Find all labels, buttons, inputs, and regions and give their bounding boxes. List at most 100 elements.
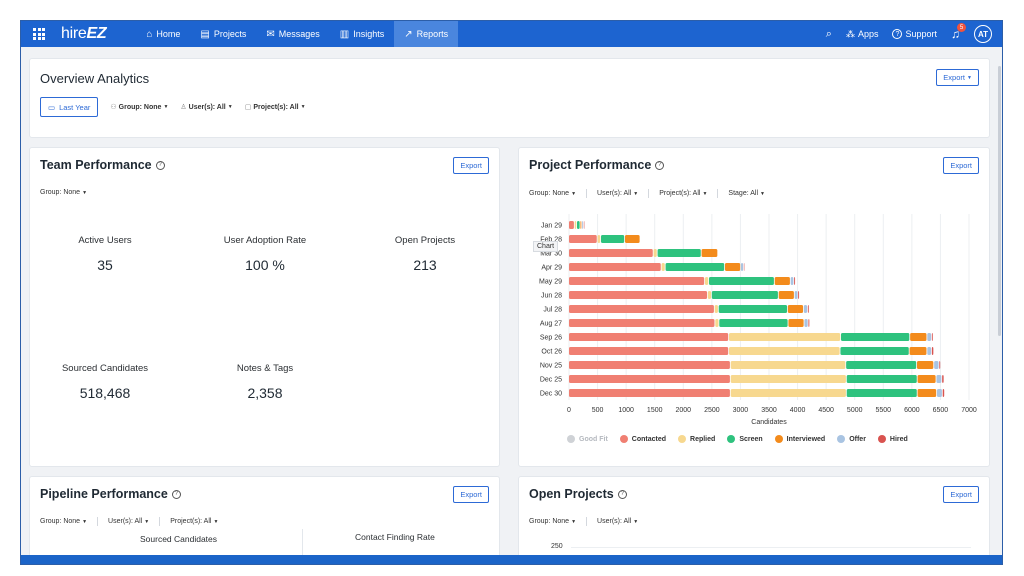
bar-segment-interviewed[interactable]	[910, 333, 927, 341]
bar-segment-offer[interactable]	[937, 389, 942, 397]
bar-segment-screen[interactable]	[711, 291, 778, 299]
bar-segment-hired[interactable]	[939, 361, 941, 369]
bar-segment-contacted[interactable]	[569, 291, 708, 299]
bar-segment-offer[interactable]	[934, 361, 939, 369]
bar-segment-hired[interactable]	[743, 263, 745, 271]
bar-segment-screen[interactable]	[657, 249, 701, 257]
page-scrollbar[interactable]	[998, 66, 1001, 336]
bar-segment-replied[interactable]	[730, 361, 846, 369]
bar-segment-replied[interactable]	[574, 221, 577, 229]
bar-segment-hired[interactable]	[808, 319, 810, 327]
nav-item-projects[interactable]: ▤ Projects	[190, 21, 256, 47]
bar-segment-replied[interactable]	[714, 305, 718, 313]
bar-segment-replied[interactable]	[661, 263, 665, 271]
search-icon[interactable]: ⌕	[825, 27, 832, 40]
legend-item-good-fit[interactable]: Good Fit	[567, 435, 608, 443]
bar-segment-screen[interactable]	[577, 221, 580, 229]
bar-segment-replied[interactable]	[729, 333, 841, 341]
bar-segment-offer[interactable]	[582, 221, 584, 229]
bar-segment-offer[interactable]	[927, 347, 932, 355]
app-grid-icon[interactable]	[33, 28, 45, 40]
stage-filter[interactable]: Stage: All ▼	[728, 190, 765, 197]
user-filter[interactable]: User(s): All ▼	[108, 518, 149, 525]
bar-segment-screen[interactable]	[846, 361, 917, 369]
project-filter[interactable]: Project(s): All ▼	[170, 518, 218, 525]
bar-segment-interviewed[interactable]	[774, 277, 790, 285]
bar-segment-contacted[interactable]	[569, 305, 714, 313]
bar-segment-hired[interactable]	[942, 389, 945, 397]
bar-segment-screen[interactable]	[601, 235, 625, 243]
help-icon[interactable]: ?	[171, 489, 181, 499]
group-filter[interactable]: Group: None ▼	[529, 190, 576, 197]
bar-segment-hired[interactable]	[931, 333, 933, 341]
bar-segment-hired[interactable]	[794, 277, 796, 285]
bar-segment-hired[interactable]	[807, 305, 809, 313]
bar-segment-interviewed[interactable]	[701, 249, 718, 257]
group-filter[interactable]: Group: None ▼	[529, 518, 576, 525]
bar-segment-interviewed[interactable]	[787, 305, 804, 313]
bar-segment-replied[interactable]	[730, 389, 846, 397]
project-performance-chart[interactable]: 0 500 1000 1500 2000 2500 3000 3500 4000 4500 5000…	[519, 208, 989, 438]
bar-segment-interviewed[interactable]	[788, 319, 804, 327]
group-filter[interactable]: Group: None ▼	[40, 518, 87, 525]
user-filter[interactable]: User(s): All ▼	[597, 190, 638, 197]
bar-segment-screen[interactable]	[846, 375, 917, 383]
bar-segment-interviewed[interactable]	[917, 361, 934, 369]
group-filter[interactable]: ⚇ Group: None ▼	[110, 103, 168, 112]
bar-segment-interviewed[interactable]	[625, 235, 640, 243]
bar-segment-replied[interactable]	[707, 291, 712, 299]
bar-segment-screen[interactable]	[846, 389, 917, 397]
project-filter[interactable]: ▢ Project(s): All ▼	[245, 103, 306, 112]
nav-item-reports[interactable]: ↗ Reports	[394, 21, 459, 47]
bar-segment-screen[interactable]	[718, 305, 788, 313]
project-filter[interactable]: Project(s): All ▼	[659, 190, 707, 197]
bar-segment-contacted[interactable]	[569, 277, 705, 285]
bar-segment-hired[interactable]	[942, 375, 944, 383]
bar-segment-replied[interactable]	[729, 347, 840, 355]
bar-segment-offer[interactable]	[741, 263, 744, 271]
bar-segment-replied[interactable]	[653, 249, 657, 257]
bar-segment-replied[interactable]	[730, 375, 846, 383]
bar-segment-contacted[interactable]	[569, 249, 653, 257]
bar-segment-screen[interactable]	[719, 319, 788, 327]
bar-segment-interviewed[interactable]	[580, 221, 582, 229]
bar-segment-contacted[interactable]	[569, 347, 729, 355]
user-filter[interactable]: User(s): All ▼	[597, 518, 638, 525]
bar-segment-contacted[interactable]	[569, 389, 730, 397]
bar-segment-offer[interactable]	[803, 305, 808, 313]
bar-segment-offer[interactable]	[927, 333, 932, 341]
bar-segment-replied[interactable]	[705, 277, 709, 285]
bar-segment-offer[interactable]	[794, 291, 798, 299]
bar-segment-offer[interactable]	[790, 277, 794, 285]
bar-segment-offer[interactable]	[804, 319, 808, 327]
bar-segment-interviewed[interactable]	[725, 263, 741, 271]
bar-segment-replied[interactable]	[715, 319, 719, 327]
legend-item-offer[interactable]: Offer	[837, 435, 866, 443]
pipeline-export-button[interactable]: Export	[453, 486, 489, 503]
bar-segment-hired[interactable]	[583, 221, 585, 229]
bar-segment-hired[interactable]	[798, 291, 800, 299]
support-menu[interactable]: ? Support	[892, 29, 937, 39]
bar-segment-screen[interactable]	[841, 333, 910, 341]
help-icon[interactable]: ?	[155, 160, 165, 170]
bar-segment-screen[interactable]	[709, 277, 774, 285]
open-projects-export-button[interactable]: Export	[943, 486, 979, 503]
bar-segment-contacted[interactable]	[569, 333, 729, 341]
bar-segment-contacted[interactable]	[569, 263, 661, 271]
bar-segment-contacted[interactable]	[569, 319, 715, 327]
user-filter[interactable]: ♙ User(s): All ▼	[180, 103, 232, 112]
team-export-button[interactable]: Export	[453, 157, 489, 174]
help-icon[interactable]: ?	[655, 160, 665, 170]
legend-item-contacted[interactable]: Contacted	[619, 435, 666, 443]
bar-segment-replied[interactable]	[597, 235, 601, 243]
bar-segment-interviewed[interactable]	[917, 375, 936, 383]
nav-item-insights[interactable]: ▥ Insights	[330, 21, 394, 47]
nav-item-messages[interactable]: ✉ Messages	[256, 21, 329, 47]
project-export-button[interactable]: Export	[943, 157, 979, 174]
notification-bell-icon[interactable]: ♫ 5	[951, 23, 966, 41]
legend-item-screen[interactable]: Screen	[727, 435, 763, 443]
bar-segment-interviewed[interactable]	[909, 347, 927, 355]
bar-segment-interviewed[interactable]	[778, 291, 794, 299]
bar-segment-screen[interactable]	[840, 347, 909, 355]
bar-segment-contacted[interactable]	[569, 221, 574, 229]
